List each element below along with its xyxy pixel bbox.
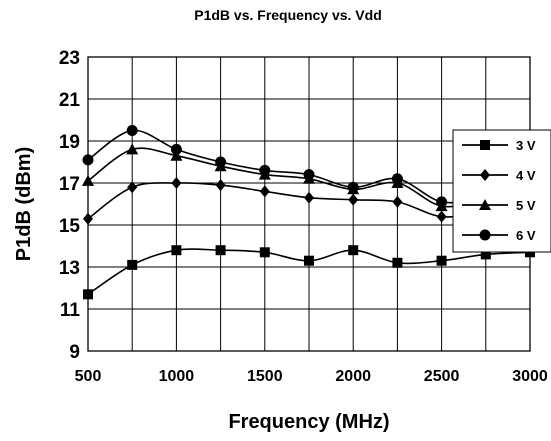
- legend-marker: [479, 229, 491, 241]
- x-axis-label: Frequency (MHz): [228, 411, 389, 433]
- legend-label: 4 V: [516, 168, 536, 183]
- series-1: [83, 245, 535, 300]
- legend-marker: [480, 169, 490, 181]
- legend-label: 5 V: [516, 198, 536, 213]
- y-tick-label: 11: [60, 300, 81, 321]
- data-point: [436, 255, 447, 266]
- data-point: [83, 289, 93, 300]
- legend: 3 V 4 V 5 V 6 V: [452, 129, 551, 253]
- legend-marker: [479, 199, 491, 210]
- legend-label: 6 V: [516, 228, 536, 243]
- data-point: [127, 259, 138, 270]
- data-point: [83, 212, 93, 225]
- data-point: [348, 193, 359, 206]
- data-point: [304, 255, 314, 266]
- y-axis-ticks: 9 11 13 15 17 19 21 23: [59, 48, 81, 363]
- data-point: [170, 143, 182, 155]
- legend-item: 3 V: [462, 138, 536, 153]
- y-tick-label: 15: [59, 216, 81, 237]
- data-point: [127, 181, 138, 194]
- y-tick-label: 19: [59, 132, 80, 153]
- chart-title: P1dB vs. Frequency vs. Vdd: [194, 7, 382, 23]
- y-tick-label: 9: [69, 342, 80, 363]
- data-point: [126, 143, 139, 155]
- data-point: [215, 156, 227, 168]
- y-tick-label: 17: [59, 174, 80, 195]
- data-point: [259, 247, 270, 258]
- data-point: [436, 210, 447, 223]
- x-axis-ticks: 500 1000 1500 2000 2500 3000: [75, 368, 548, 385]
- data-point: [347, 181, 359, 193]
- y-tick-label: 13: [59, 258, 80, 279]
- x-tick-label: 2500: [424, 368, 460, 385]
- data-point: [259, 185, 270, 198]
- data-point: [392, 257, 403, 268]
- legend-item: 5 V: [462, 198, 536, 213]
- data-point: [171, 245, 182, 256]
- x-tick-label: 1000: [159, 368, 195, 385]
- legend-box: [452, 129, 551, 253]
- legend-item: 4 V: [462, 168, 536, 183]
- legend-marker: [480, 140, 490, 150]
- data-point: [82, 154, 94, 166]
- data-point: [170, 149, 183, 161]
- legend-label: 3 V: [516, 138, 536, 153]
- y-axis-label: P1dB (dBm): [13, 147, 35, 261]
- x-tick-label: 2000: [335, 368, 371, 385]
- data-point: [215, 179, 226, 192]
- data-point: [215, 245, 226, 256]
- x-tick-label: 1500: [247, 368, 283, 385]
- data-point: [259, 164, 271, 176]
- legend-item: 6 V: [462, 228, 536, 243]
- data-point: [304, 191, 314, 204]
- y-tick-label: 21: [59, 90, 81, 111]
- data-point: [480, 249, 491, 260]
- x-tick-label: 500: [75, 368, 102, 385]
- data-point: [171, 177, 182, 189]
- data-point: [348, 245, 359, 256]
- x-tick-label: 3000: [512, 368, 548, 385]
- data-point: [436, 196, 448, 208]
- data-point: [126, 125, 138, 136]
- data-point: [391, 173, 403, 185]
- y-tick-label: 23: [59, 48, 80, 69]
- data-point: [82, 174, 94, 186]
- data-point: [303, 169, 315, 181]
- data-point: [392, 195, 403, 208]
